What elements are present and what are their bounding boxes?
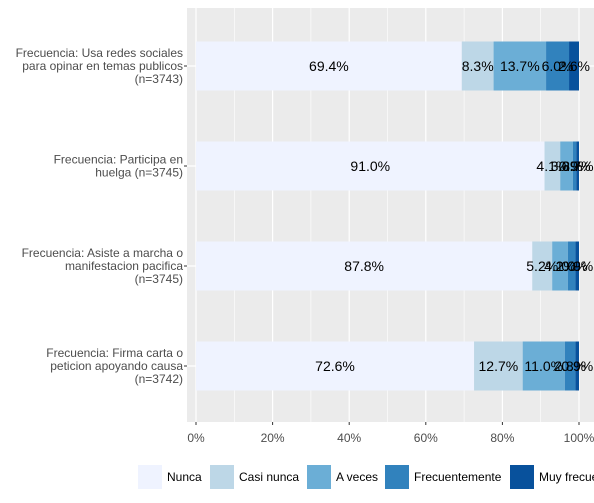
bar-segment [567, 241, 576, 291]
bar-segment [564, 341, 576, 391]
bar-segment [196, 41, 462, 91]
data-label: 12.7% [479, 358, 519, 374]
bar-segment [522, 341, 565, 391]
category-label: huelga (n=3745) [95, 166, 183, 180]
category-label: Frecuencia: Asiste a marcha o [22, 246, 184, 260]
bar-segment [546, 41, 570, 91]
x-tick-label: 20% [261, 431, 285, 445]
category-label: (n=3743) [135, 72, 183, 86]
category-label: Frecuencia: Firma carta o [46, 346, 183, 360]
data-label: 0.9% [561, 258, 593, 274]
bar-segment [196, 241, 533, 291]
bar-segment [575, 341, 579, 391]
x-tick-label: 0% [187, 431, 205, 445]
category-label: manifestacion pacifica [65, 259, 183, 273]
data-label: 2.6% [558, 58, 590, 74]
legend-swatch [385, 465, 409, 489]
bar-segment [493, 41, 547, 91]
legend-swatch [307, 465, 331, 489]
legend-label: A veces [336, 470, 378, 484]
bar-segment [560, 141, 573, 191]
category-label: Frecuencia: Usa redes sociales [16, 46, 183, 60]
bar-segment [552, 241, 568, 291]
legend-label: Frecuentemente [414, 470, 502, 484]
x-tick-label: 100% [564, 431, 594, 445]
x-tick-label: 80% [490, 431, 514, 445]
category-label: para opinar en temas publicos [22, 59, 183, 73]
data-label: 2.8% [554, 358, 586, 374]
category-label: peticion apoyando causa [50, 359, 183, 373]
legend-swatch [510, 465, 534, 489]
data-label: 2.0% [556, 258, 588, 274]
data-label: 13.7% [500, 58, 540, 74]
legend-swatch [138, 465, 162, 489]
bar-segment [474, 341, 523, 391]
bar-segment [532, 241, 553, 291]
data-label: 5.2% [526, 258, 558, 274]
data-label: 4.1% [544, 258, 576, 274]
bar-segment [196, 141, 545, 191]
bar-segment [196, 341, 475, 391]
data-label: 4.1% [536, 158, 568, 174]
data-label: 91.0% [350, 158, 390, 174]
data-label: 69.4% [309, 58, 349, 74]
bar-segment [572, 141, 577, 191]
legend-label: Casi nunca [239, 470, 299, 484]
x-tick-label: 40% [337, 431, 361, 445]
data-label: 6.0% [542, 58, 574, 74]
data-label: 72.6% [315, 358, 355, 374]
data-label: 8.3% [462, 58, 494, 74]
category-label: (n=3742) [135, 372, 183, 386]
x-tick-label: 60% [414, 431, 438, 445]
bar-segment [544, 141, 561, 191]
category-label: Frecuencia: Participa en [54, 153, 183, 167]
data-label: 87.8% [344, 258, 384, 274]
bar-segment [576, 141, 579, 191]
data-label: 0.9% [561, 358, 593, 374]
data-label: 0.9% [559, 158, 591, 174]
category-label: (n=3745) [135, 272, 183, 286]
bar-segment [569, 41, 579, 91]
bar-segment [461, 41, 494, 91]
legend-swatch [210, 465, 234, 489]
data-label: 0.7% [562, 158, 594, 174]
bar-segment [575, 241, 579, 291]
legend-label: Muy frecuentemente [539, 470, 594, 484]
data-label: 11.0% [524, 358, 563, 374]
data-label: 3.3% [551, 158, 583, 174]
legend-label: Nunca [167, 470, 202, 484]
